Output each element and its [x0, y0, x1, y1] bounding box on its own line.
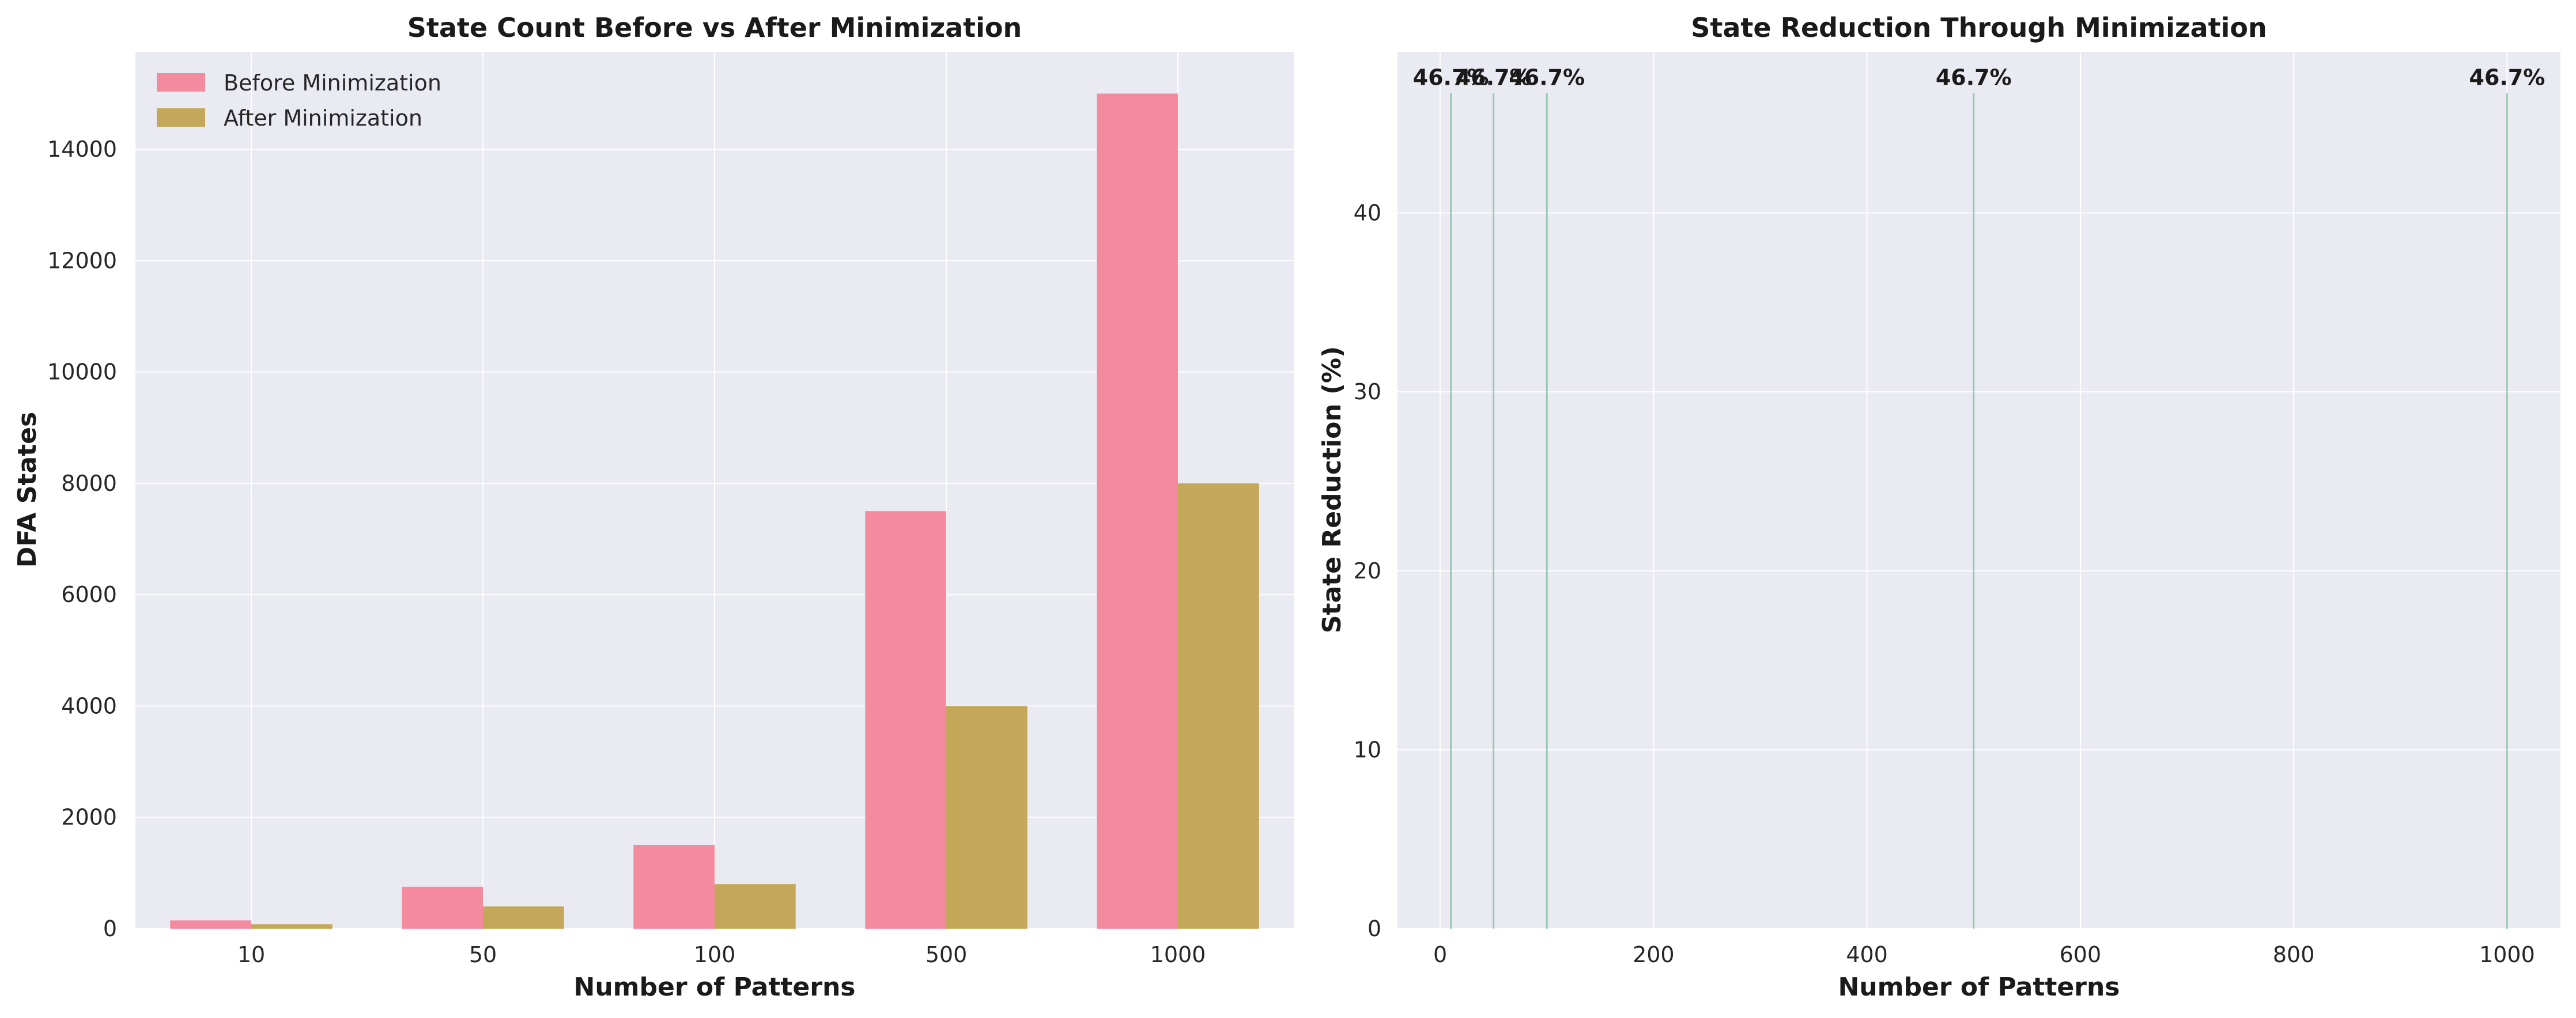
y-tick-label: 2000: [61, 805, 117, 830]
x-axis-label: Number of Patterns: [1838, 972, 2120, 1002]
chart-title: State Reduction Through Minimization: [1691, 12, 2267, 43]
x-tick-labels: 10 50 100 500 1000: [237, 942, 1206, 967]
y-tick-label: 14000: [47, 137, 117, 162]
x-tick-label: 1000: [2479, 942, 2535, 967]
chart-title: State Count Before vs After Minimization: [407, 12, 1022, 43]
x-tick-labels: 0 200 400 600 800 1000: [1433, 942, 2535, 967]
x-tick-label: 600: [2060, 942, 2102, 967]
data-label-10: 46.7%: [1413, 65, 1489, 90]
y-tick-label: 10: [1354, 737, 1381, 762]
bar-before-10: [170, 920, 251, 929]
x-tick-label: 400: [1846, 942, 1888, 967]
plot-area: [1397, 52, 2560, 929]
bar-reduction-1000: [2506, 93, 2508, 929]
bar-before-100: [633, 845, 715, 929]
bar-after-50: [483, 906, 564, 929]
y-tick-label: 30: [1354, 379, 1381, 404]
y-tick-labels: 0 2000 4000 6000 8000 10000 12000 14000: [47, 137, 117, 941]
legend-label-before: Before Minimization: [224, 70, 441, 96]
legend-label-after: After Minimization: [224, 105, 422, 131]
data-labels: 46.7%46.7%46.7% 46.7% 46.7%: [1413, 65, 2545, 90]
bar-after-1000: [1178, 483, 1259, 929]
legend: Before Minimization After Minimization: [157, 70, 441, 131]
y-tick-label: 20: [1354, 558, 1381, 584]
x-tick-label: 0: [1433, 942, 1447, 967]
bar-before-50: [402, 887, 483, 929]
y-tick-label: 40: [1354, 200, 1381, 226]
bars: [1450, 93, 2508, 929]
y-tick-labels: 0 10 20 30 40: [1354, 200, 1381, 941]
x-tick-label: 10: [237, 942, 265, 967]
y-tick-label: 4000: [61, 693, 117, 718]
y-tick-label: 0: [103, 916, 117, 941]
x-tick-label: 1000: [1150, 942, 1206, 967]
bar-after-500: [946, 706, 1028, 929]
legend-swatch-before: [157, 73, 205, 92]
bar-reduction-100: [1546, 93, 1548, 929]
x-tick-label: 50: [469, 942, 497, 967]
data-label-50: 46.7%: [1456, 65, 1532, 90]
bar-before-1000: [1097, 93, 1178, 929]
data-label-500: 46.7%: [1936, 65, 2012, 90]
x-tick-label: 800: [2273, 942, 2315, 967]
bar-reduction-500: [1973, 93, 1975, 929]
bar-reduction-10: [1450, 93, 1452, 929]
grid-lines: [135, 52, 1294, 929]
y-tick-label: 6000: [61, 582, 117, 607]
bar-after-100: [715, 884, 796, 929]
chart-state-count: 0 2000 4000 6000 8000 10000 12000 14000 10 50 100…: [13, 12, 1294, 1002]
y-tick-label: 0: [1368, 916, 1381, 941]
y-axis-label: State Reduction (%): [1317, 346, 1347, 634]
data-label-100: 46.7%: [1509, 65, 1585, 90]
x-axis-label: Number of Patterns: [574, 972, 856, 1002]
bar-after-10: [251, 924, 333, 929]
y-axis-label: DFA States: [13, 412, 42, 567]
bar-reduction-50: [1493, 93, 1495, 929]
legend-swatch-after: [157, 108, 205, 127]
bars: [170, 93, 1259, 929]
x-tick-label: 100: [694, 942, 736, 967]
bar-before-500: [865, 511, 946, 929]
y-tick-label: 8000: [61, 471, 117, 496]
y-tick-label: 10000: [47, 359, 117, 385]
x-tick-label: 500: [926, 942, 968, 967]
x-tick-label: 200: [1633, 942, 1675, 967]
data-label-1000: 46.7%: [2469, 65, 2545, 90]
y-tick-label: 12000: [47, 248, 117, 273]
